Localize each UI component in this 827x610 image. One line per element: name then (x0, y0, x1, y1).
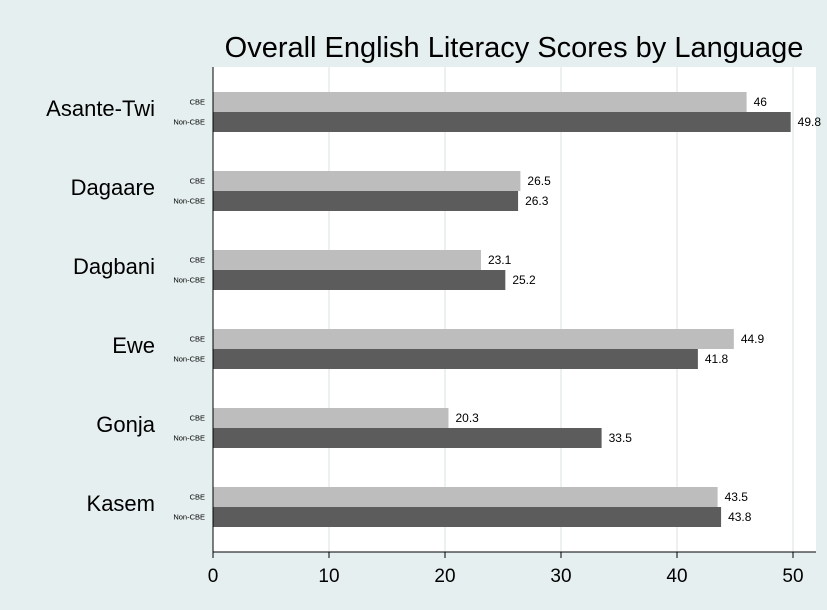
x-tick-label: 40 (666, 566, 687, 587)
series-sublabel: CBE (190, 335, 205, 344)
bar-value-label: 46 (754, 95, 768, 109)
series-sublabel: Non-CBE (173, 197, 205, 206)
category-label: Dagaare (71, 175, 155, 200)
bar-value-label: 26.3 (525, 194, 549, 208)
series-sublabel: Non-CBE (173, 355, 205, 364)
bar-value-label: 43.8 (728, 510, 752, 524)
bar-cbe-dagbani (213, 250, 481, 270)
x-tick-label: 50 (782, 566, 803, 587)
plot-area (213, 67, 816, 552)
bar-non-cbe-dagaare (213, 191, 519, 211)
x-tick-label: 20 (434, 566, 455, 587)
bar-value-label: 49.8 (798, 115, 822, 129)
category-label: Asante-Twi (46, 96, 155, 121)
bar-value-label: 25.2 (512, 273, 536, 287)
x-axis-ticks: 0 10 20 30 40 50 (208, 552, 804, 587)
bar-value-label: 26.5 (527, 174, 551, 188)
bar-value-label: 23.1 (488, 253, 512, 267)
bar-cbe-dagaare (213, 171, 521, 191)
series-sublabel: Non-CBE (173, 434, 205, 443)
series-sublabel: Non-CBE (173, 118, 205, 127)
series-sublabel: CBE (190, 98, 205, 107)
series-sublabel: CBE (190, 256, 205, 265)
series-sublabel: CBE (190, 493, 205, 502)
bar-value-label: 44.9 (741, 332, 765, 346)
bar-non-cbe-kasem (213, 507, 722, 527)
bar-non-cbe-ewe (213, 349, 698, 369)
series-sublabel: CBE (190, 414, 205, 423)
x-tick-label: 30 (550, 566, 571, 587)
bar-value-label: 20.3 (455, 411, 479, 425)
bar-cbe-asante-twi (213, 92, 747, 112)
bar-non-cbe-asante-twi (213, 112, 791, 132)
category-label: Dagbani (73, 254, 155, 279)
labels-group: Asante-Twi CBE 46 Non-CBE 49.8 Dagaare CBE 26.5… (46, 95, 821, 524)
series-sublabel: CBE (190, 177, 205, 186)
bar-value-label: 43.5 (725, 490, 749, 504)
grid-lines (328, 67, 794, 552)
bars-group (213, 92, 791, 527)
series-sublabel: Non-CBE (173, 276, 205, 285)
bar-cbe-gonja (213, 408, 449, 428)
category-label: Kasem (87, 491, 155, 516)
category-label: Gonja (96, 412, 155, 437)
bar-cbe-kasem (213, 487, 718, 507)
x-tick-label: 0 (208, 566, 219, 587)
series-sublabel: Non-CBE (173, 513, 205, 522)
bar-non-cbe-gonja (213, 428, 602, 448)
bar-value-label: 41.8 (705, 352, 729, 366)
bar-non-cbe-dagbani (213, 270, 506, 290)
x-tick-label: 10 (318, 566, 339, 587)
chart-title: Overall English Literacy Scores by Langu… (225, 32, 804, 64)
bar-cbe-ewe (213, 329, 734, 349)
category-label: Ewe (112, 333, 155, 358)
bar-value-label: 33.5 (609, 431, 633, 445)
